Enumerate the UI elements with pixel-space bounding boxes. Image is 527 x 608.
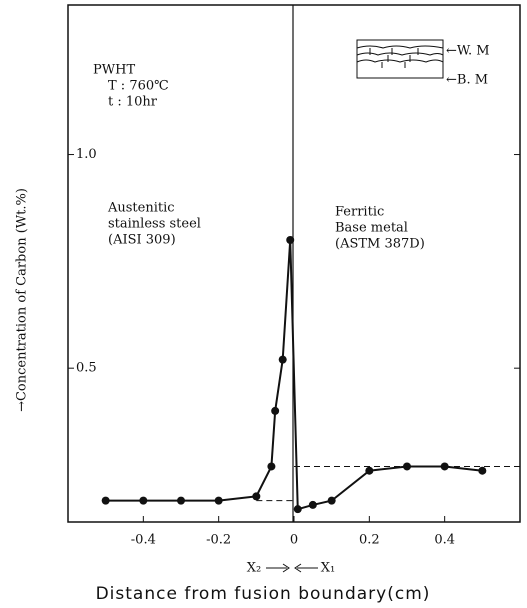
annotation: Ferritic <box>335 205 384 220</box>
x-tick-label: -0.2 <box>206 533 231 548</box>
y-tick-label: 0.5 <box>76 361 97 376</box>
point <box>177 496 185 505</box>
point <box>403 462 411 471</box>
x-axis-label: Distance from fusion boundary(cm) <box>96 584 431 604</box>
annotation: T : 760℃ <box>108 79 169 94</box>
point <box>101 496 110 505</box>
annotation: (AISI 309) <box>108 233 176 248</box>
point <box>252 492 261 501</box>
annotation: t : 10hr <box>108 95 158 110</box>
annotation: PWHT <box>93 63 135 78</box>
point <box>327 496 336 505</box>
point <box>271 406 280 415</box>
point <box>286 236 295 244</box>
x-tick-label: 0.4 <box>434 533 455 548</box>
y-axis-label: →Concentration of Carbon (Wt.%) <box>15 188 30 412</box>
x-tick-label: -0.4 <box>131 533 156 548</box>
point <box>478 466 487 475</box>
x-right-label: X₁ <box>321 561 335 576</box>
weld-inset <box>356 39 444 79</box>
point <box>267 462 276 471</box>
point <box>293 505 302 514</box>
annotation: Austenitic <box>107 201 175 216</box>
annotation: stainless steel <box>108 217 201 232</box>
point <box>440 462 449 471</box>
point <box>308 500 317 509</box>
x-tick-label: 0 <box>290 533 298 548</box>
direction-arrows <box>266 563 318 573</box>
annotation: ←W. M <box>446 44 490 59</box>
point <box>278 355 287 364</box>
point <box>365 466 374 475</box>
x-left-label: X₂ <box>247 561 261 576</box>
annotation: (ASTM 387D) <box>335 237 425 252</box>
point <box>214 496 223 505</box>
x-tick-label: 0.2 <box>359 533 380 548</box>
annotation: Base metal <box>335 221 408 236</box>
point <box>139 496 148 505</box>
line <box>105 239 483 511</box>
annotation: ←B. M <box>446 73 488 88</box>
y-tick-label: 1.0 <box>76 147 97 162</box>
